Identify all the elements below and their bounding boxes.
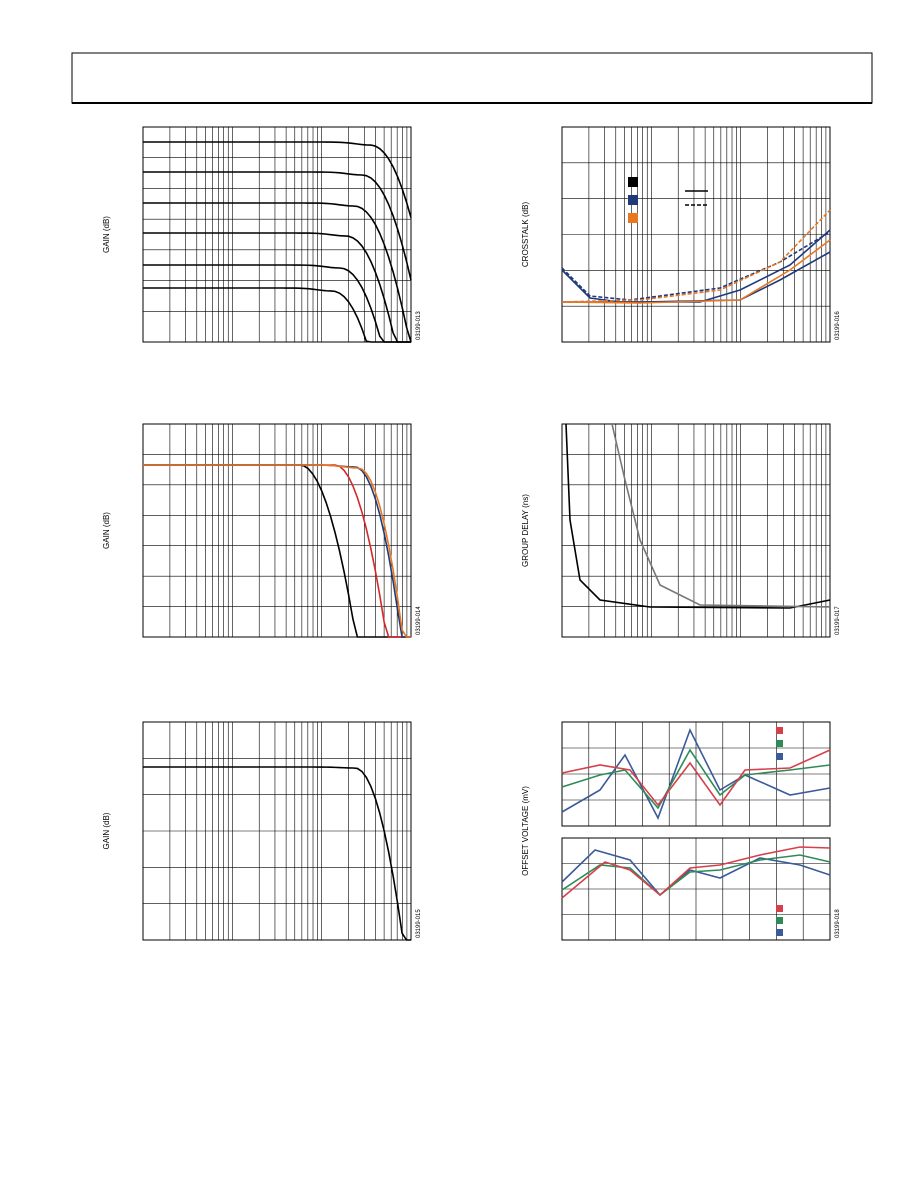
curve [561,748,831,810]
legend-swatch [776,727,783,734]
curve [561,846,831,899]
legend-swatch [628,177,638,187]
curve [561,239,831,304]
legend-swatch [776,905,783,912]
curve [561,231,831,301]
curve [561,209,831,303]
curve [561,727,831,820]
figure-code: 03199-017 [835,606,841,635]
axis-label: GAIN (dB) [102,512,111,549]
axis-label: GROUP DELAY (ns) [521,494,530,567]
curve [143,171,412,281]
curve [143,264,411,343]
curve [562,251,831,303]
curve [143,287,411,343]
curve [561,749,831,807]
axis-label: CROSSTALK (dB) [521,202,530,268]
legend-swatch [628,213,638,223]
curve [143,766,411,941]
figure-code: 03199-016 [835,311,841,340]
curve [611,423,831,608]
curve [561,849,831,897]
plot-frame [561,423,831,638]
legend-swatch [776,740,783,747]
legend-swatch [776,753,783,760]
legend-swatch [776,917,783,924]
figure-code: 03199-014 [416,606,422,635]
legend-swatch [628,195,638,205]
axis-label: GAIN (dB) [102,812,111,849]
curve [565,423,831,609]
curve [143,464,411,638]
curve [143,232,411,343]
curve [143,464,411,638]
plot-frame [142,423,412,638]
legend-swatch [776,929,783,936]
axis-label: OFFSET VOLTAGE (mV) [521,786,530,876]
figure-code: 03199-013 [416,311,422,340]
curve [143,202,412,343]
curve [561,854,831,897]
axis-label: GAIN (dB) [102,216,111,253]
header-box [71,52,873,104]
curve [143,141,412,218]
figure-code: 03199-015 [416,909,422,938]
figure-code: 03199-018 [835,909,841,938]
